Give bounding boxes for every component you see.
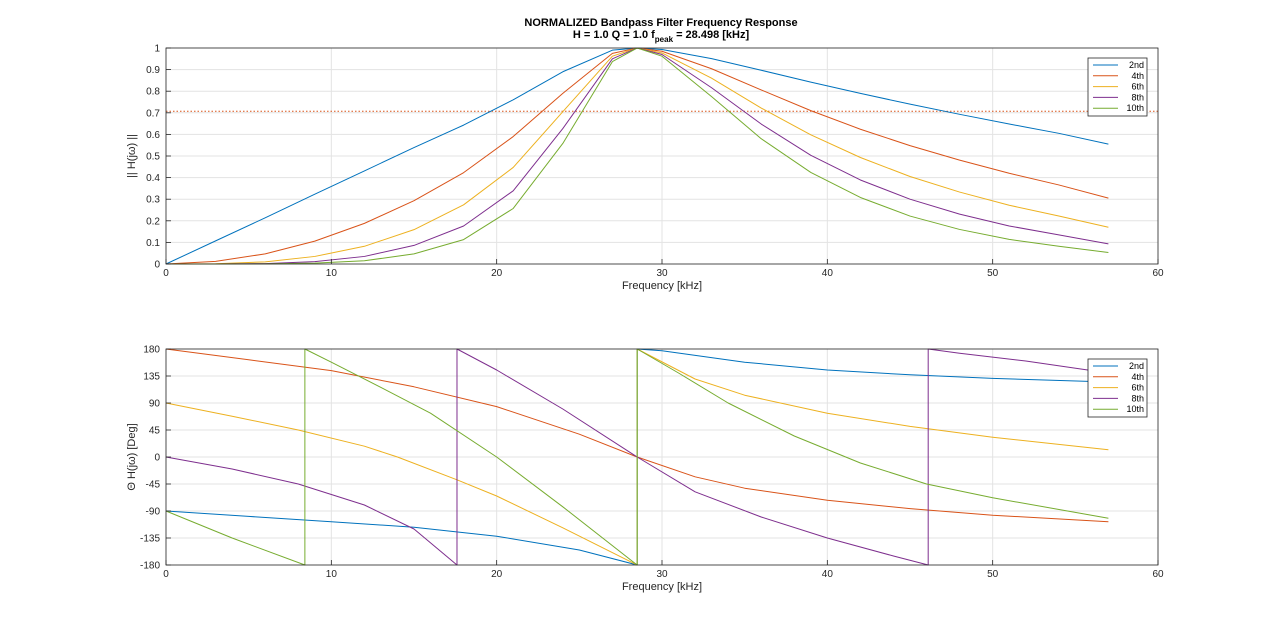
- phase-ytick-label-5: 45: [149, 426, 161, 437]
- phase-ytick-label-2: -90: [146, 507, 161, 518]
- phase-legend-label-10th: 10th: [1126, 404, 1144, 414]
- mag-ytick-label-8: 0.8: [146, 87, 160, 98]
- phase-xtick-label-5: 50: [987, 569, 999, 580]
- mag-xtick-label-5: 50: [987, 268, 999, 279]
- mag-legend-label-6th: 6th: [1131, 82, 1144, 92]
- phase-series-10th: [165, 348, 1109, 566]
- mag-legend-label-4th: 4th: [1131, 71, 1144, 81]
- phase-ytick-label-4: 0: [154, 453, 160, 464]
- mag-xtick-label-0: 0: [163, 268, 169, 279]
- phase-legend-label-2nd: 2nd: [1129, 361, 1144, 371]
- subtitle-part2: = 28.498 [kHz]: [673, 29, 749, 41]
- phase-xtick-label-0: 0: [163, 569, 169, 580]
- mag-ytick-label-3: 0.3: [146, 195, 160, 206]
- phase-ytick-label-0: -180: [140, 561, 160, 572]
- mag-ytick-label-5: 0.5: [146, 152, 160, 163]
- mag-xtick-label-3: 30: [656, 268, 668, 279]
- phase-plot: 0 10 20 30 40 50 60 -180 -135 -90 -45 0 45 90 135 180 Fr…: [126, 345, 1164, 594]
- mag-legend-label-2nd: 2nd: [1129, 60, 1144, 70]
- mag-ylabel: || H(jω) ||: [126, 134, 138, 178]
- mag-ytick-label-7: 0.7: [146, 108, 160, 119]
- phase-xtick-label-1: 10: [326, 569, 338, 580]
- figure-title: NORMALIZED Bandpass Filter Frequency Res…: [524, 17, 797, 29]
- mag-ytick-label-6: 0.6: [146, 130, 160, 141]
- phase-ytick-label-1: -135: [140, 534, 160, 545]
- mag-ytick-label-4: 0.4: [146, 173, 160, 184]
- magnitude-plot: 0 10 20 30 40 50 60 0 0.1 0.2 0.3 0.4 0.5 0.6 0.7 0.8 0.…: [126, 44, 1164, 293]
- phase-xtick-label-2: 20: [491, 569, 503, 580]
- phase-ytick-label-8: 180: [143, 345, 160, 356]
- mag-ytick-label-0: 0: [154, 260, 160, 271]
- phase-ytick-label-7: 135: [143, 372, 160, 383]
- mag-ytick-label-1: 0.1: [146, 238, 160, 249]
- mag-ytick-label-2: 0.2: [146, 216, 160, 227]
- mag-xtick-label-4: 40: [822, 268, 834, 279]
- mag-xtick-label-6: 60: [1152, 268, 1164, 279]
- subtitle-subscript: peak: [655, 35, 674, 44]
- figure-subtitle: H = 1.0 Q = 1.0 fpeak = 28.498 [kHz]: [573, 29, 750, 44]
- phase-legend-label-6th: 6th: [1131, 383, 1144, 393]
- phase-series-6th: [165, 348, 1109, 566]
- phase-legend-label-4th: 4th: [1131, 372, 1144, 382]
- phase-ytick-label-3: -45: [146, 480, 161, 491]
- phase-xtick-label-3: 30: [656, 569, 668, 580]
- mag-ytick-label-10: 1: [154, 44, 160, 55]
- mag-ytick-label-9: 0.9: [146, 65, 160, 76]
- mag-legend-label-10th: 10th: [1126, 103, 1144, 113]
- mag-xtick-label-2: 20: [491, 268, 503, 279]
- mag-xtick-label-1: 10: [326, 268, 338, 279]
- phase-ytick-label-6: 90: [149, 399, 161, 410]
- phase-ylabel: Θ H(jω) [Deg]: [126, 423, 138, 490]
- phase-legend-label-8th: 8th: [1131, 393, 1144, 403]
- mag-xlabel: Frequency [kHz]: [622, 280, 702, 292]
- phase-xtick-label-6: 60: [1152, 569, 1164, 580]
- phase-xtick-label-4: 40: [822, 569, 834, 580]
- subtitle-part1: H = 1.0 Q = 1.0 f: [573, 29, 655, 41]
- mag-legend-label-8th: 8th: [1131, 92, 1144, 102]
- phase-xlabel: Frequency [kHz]: [622, 581, 702, 593]
